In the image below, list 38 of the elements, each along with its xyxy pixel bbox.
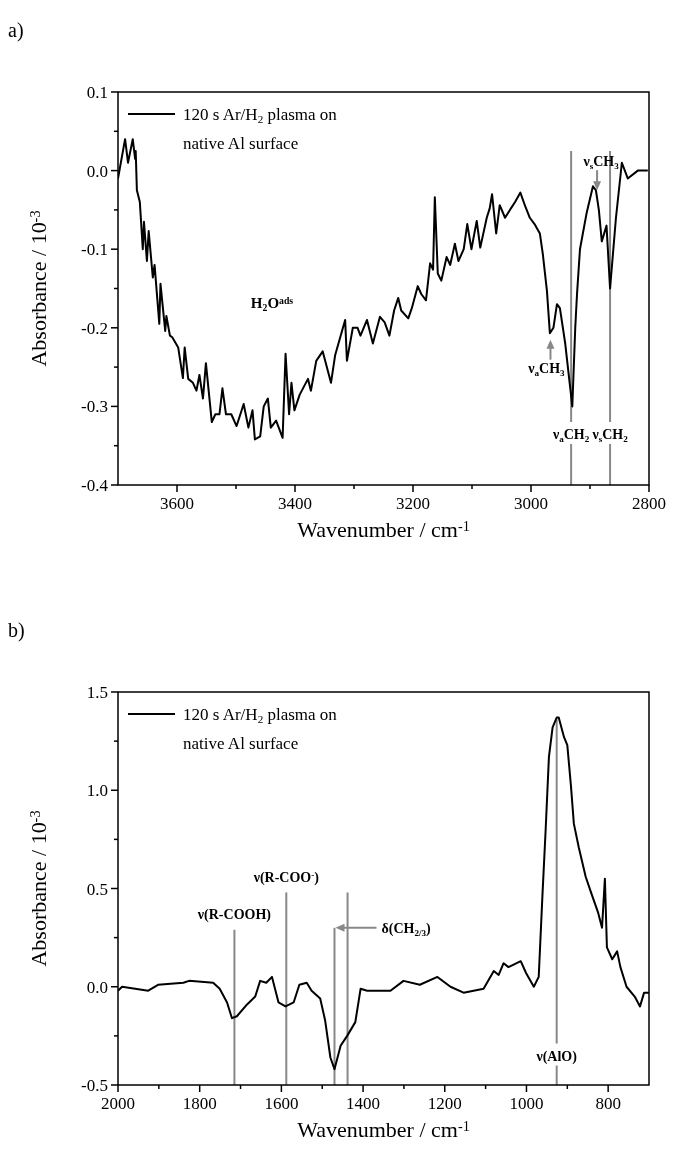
- chart-title: a): [8, 19, 24, 42]
- x-axis-title: Wavenumber / cm$^{-1}$: [297, 1117, 470, 1142]
- y-tick-label: 0.0: [86, 161, 108, 181]
- y-tick-label: 1.0: [86, 781, 108, 801]
- legend-label: 120 s Ar/H$_{2}$ plasma on native Al surface: [183, 105, 338, 153]
- annotation: ν$_{a}$CH$_{3}$: [527, 360, 566, 378]
- x-axis-title: Wavenumber / cm$^{-1}$: [297, 517, 470, 542]
- y-tick-label: -0.4: [81, 476, 109, 495]
- ref-line-label: ν$_{a}$CH$_{2}$: [551, 426, 590, 444]
- x-tick-label: 1200: [427, 1094, 462, 1113]
- ref-line-label: ν(R-COO$^{-}$): [252, 869, 320, 886]
- x-tick-label: 3000: [514, 494, 548, 513]
- x-tick-label: 2800: [632, 494, 666, 513]
- x-tick-label: 1000: [509, 1094, 544, 1113]
- x-tick-label: 3600: [160, 494, 194, 513]
- chart-title: b): [8, 619, 25, 642]
- annotation: H$_{2}$O$^{ads}$: [250, 294, 294, 314]
- ref-line-label: ν(R-COOH): [196, 907, 272, 924]
- legend-label: 120 s Ar/H$_{2}$ plasma on native Al surface: [183, 705, 338, 753]
- x-tick-label: 800: [595, 1094, 621, 1113]
- ref-line-label: ν(AlO): [535, 1048, 578, 1065]
- x-tick-label: 3400: [278, 494, 312, 513]
- y-tick-label: 0.0: [86, 977, 108, 997]
- y-tick-label: 0.1: [86, 83, 108, 102]
- x-tick-label: 1600: [264, 1094, 299, 1113]
- x-tick-label: 3200: [396, 494, 430, 513]
- y-tick-label: -0.2: [81, 318, 108, 338]
- y-tick-label: 1.5: [86, 683, 108, 702]
- y-tick-label: -0.3: [81, 397, 108, 417]
- ref-line-label: δ(CH$_{2/3}$): [381, 920, 432, 938]
- ref-line-label: ν$_{s}$CH$_{2}$: [591, 426, 629, 444]
- x-tick-label: 1800: [182, 1094, 217, 1113]
- x-tick-label: 2000: [101, 1094, 135, 1113]
- y-tick-label: -0.5: [81, 1076, 108, 1095]
- y-tick-label: -0.1: [81, 240, 108, 260]
- y-tick-label: 0.5: [86, 879, 108, 899]
- annotation: ν$_{s}$CH$_{3}$: [582, 154, 620, 171]
- x-tick-label: 1400: [346, 1094, 381, 1113]
